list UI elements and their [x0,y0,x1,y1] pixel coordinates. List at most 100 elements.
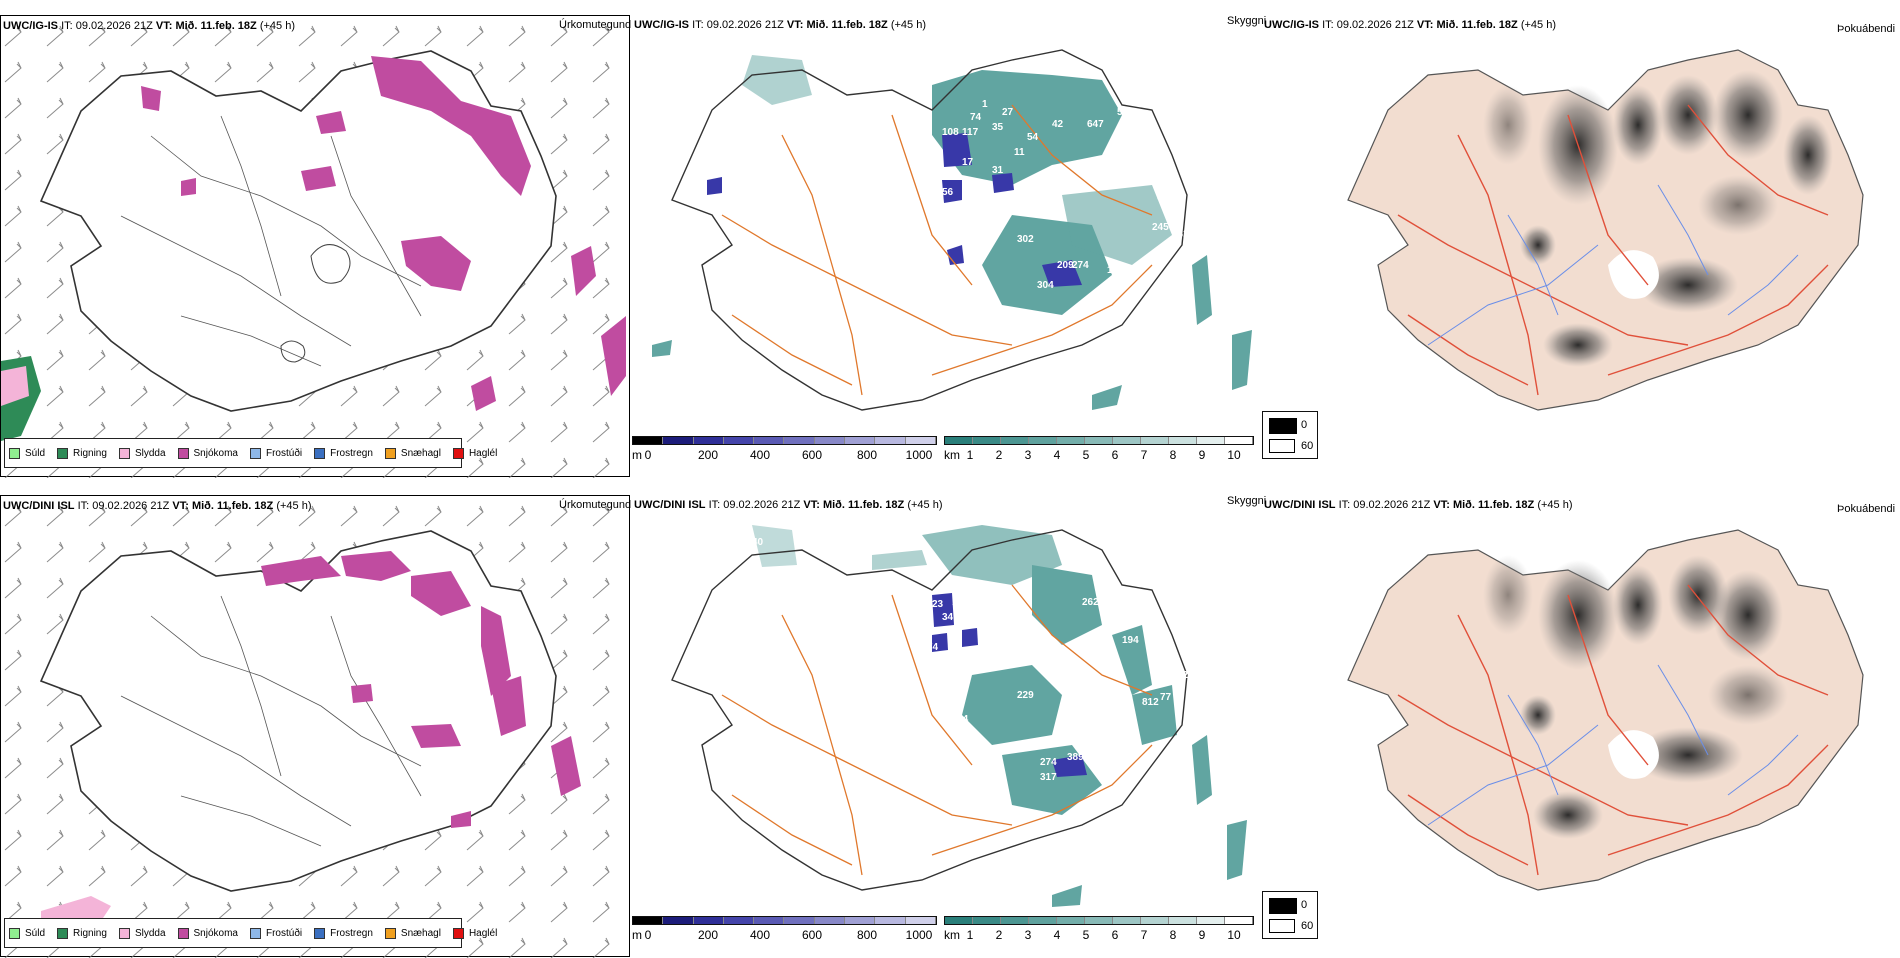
vis-label: 242 [1172,229,1189,240]
it-label: IT: [77,500,90,512]
panel-title-fog: Þokuábendi [1837,503,1896,515]
legend-item-rain: Rigning [57,447,107,459]
ceiling-tick: 1000 [905,928,933,942]
ceiling-tick: 800 [856,448,878,462]
snow-areas [261,551,581,828]
precip-type-panel-row1: UWC/IG-IS IT: 09.02.2026 21Z VT: Mið. 11… [0,15,632,478]
precip-type-panel-row2: UWC/DINI ISL IT: 09.02.2026 21Z VT: Mið.… [0,495,631,958]
colorbar-cell [723,437,755,444]
colorbar-cell [1085,917,1113,924]
legend-label: Slydda [134,447,166,459]
vis-tick: 10 [1227,928,1241,942]
swatch [249,927,261,939]
vis-label: 309 [1157,192,1174,203]
visibility-map-row2: 40 23 34 74 76 1 262 194 22 229 812 23 4… [671,525,1247,907]
colorbar-cell [1057,437,1085,444]
ceiling-tick: 600 [801,448,823,462]
vis-label: 152 [947,237,964,248]
panel-header: UWC/DINI ISL IT: 09.02.2026 21Z VT: Mið.… [1264,499,1573,511]
fog-legend-dark [1269,418,1297,434]
fog-legend-light-label: 60 [1301,920,1314,932]
vis-label: 54 [1027,132,1039,143]
colorbar-cell [633,917,664,924]
ceiling-colorbar: m 0 200 400 600 800 1000 [632,916,937,946]
vt-value: Mið. 11.feb. 18Z [175,20,257,32]
ceiling-tick: 200 [697,448,719,462]
legend-label: Haglél [468,447,498,459]
vt-label: VT: [155,20,173,32]
vis-tick: 6 [1111,448,1119,462]
swatch [384,447,396,459]
lead-time: (+45 h) [890,19,926,31]
it-label: IT: [708,499,721,511]
vis-label: 86 [1037,182,1049,193]
swatch [177,447,189,459]
vis-label: 506 [1117,107,1134,118]
fog-legend-dark-label: 0 [1301,419,1308,431]
ceiling-unit: m [632,928,642,942]
vis-tick: 8 [1169,448,1177,462]
iceland-outline [671,49,1188,411]
ceiling-tick: 800 [856,928,878,942]
vis-tick: 2 [995,928,1003,942]
vis-tick: 8 [1169,928,1177,942]
visibility-value-labels: 108 17 31 74 56 12 152 117 1 35 27 11 54… [942,99,1189,291]
panel-title-fog: Þokuábendi [1837,23,1896,35]
visibility-panel-row1: 108 17 31 74 56 12 152 117 1 35 27 11 54… [632,15,1266,477]
legend-label: Snjókoma [193,447,238,459]
panel-header: UWC/DINI ISL IT: 09.02.2026 21Z VT: Mið.… [3,500,312,512]
vis-label: 304 [1037,280,1054,291]
legend-label: Súld [25,927,46,939]
fog-roads [1397,584,1829,876]
colorbar-cell [1057,917,1085,924]
lead-time: (+45 h) [1537,499,1573,511]
colorbar-cell [945,917,973,924]
vt-value: Mið. 11.feb. 18Z [1436,19,1518,31]
vis-label: 42 [1052,119,1064,130]
colorbar-cell [1197,917,1225,924]
legend-label: Frostregn [330,927,373,939]
panel-title-precip: Úrkomutegund [559,19,632,31]
colorbar-cell [973,917,1001,924]
vis-tick: 3 [1024,928,1032,942]
vis-label: 108 [942,127,959,138]
legend-label: Súld [25,447,46,459]
legend-label: Frostregn [330,447,373,459]
ceiling-tick: 0 [644,448,652,462]
legend-item-drizzle: Súld [9,447,46,459]
visibility-colorbar: km 1 2 3 4 5 6 7 8 9 10 [944,916,1254,946]
colorbar-cell [973,437,1001,444]
vt-label: VT: [803,499,820,511]
legend-label: Snæhagl [400,927,441,939]
colorbar-cell [693,437,724,444]
colorbar-cell [1001,437,1029,444]
legend-item-rain: Rigning [57,927,107,939]
legend-label: Frostúði [265,927,303,939]
ceiling-unit: m [632,448,642,462]
fog-legend-light [1269,919,1295,933]
ceiling-colorbar: m 0 200 400 600 800 1000 [632,436,937,466]
ceiling-tick: 1000 [905,448,933,462]
panel-header: UWC/IG-IS IT: 09.02.2026 21Z VT: Mið. 11… [3,20,295,32]
colorbar-cell [723,917,755,924]
it-label: IT: [1322,19,1334,31]
panel-title-visibility: Skyggni [1227,15,1267,27]
snow-areas [141,56,626,411]
rivers [1427,664,1799,826]
vis-label: 274 [1072,260,1089,271]
colorbar-cell [1141,437,1169,444]
colorbar-cell [754,437,785,444]
vis-label: 274 [1040,757,1057,768]
visibility-unit: km [944,928,960,942]
colorbar-cell [1113,917,1141,924]
swatch [118,927,130,939]
vis-label: 23 [1160,670,1172,681]
colorbar-cell [875,437,906,444]
vis-label: 647 [1087,119,1104,130]
vis-label: 76 [960,615,972,626]
model-name: UWC/DINI ISL [3,500,75,512]
swatch [452,447,464,459]
vis-label: 27 [1122,727,1134,738]
iceland-outline [671,529,1188,891]
colorbar-cell [1197,437,1225,444]
